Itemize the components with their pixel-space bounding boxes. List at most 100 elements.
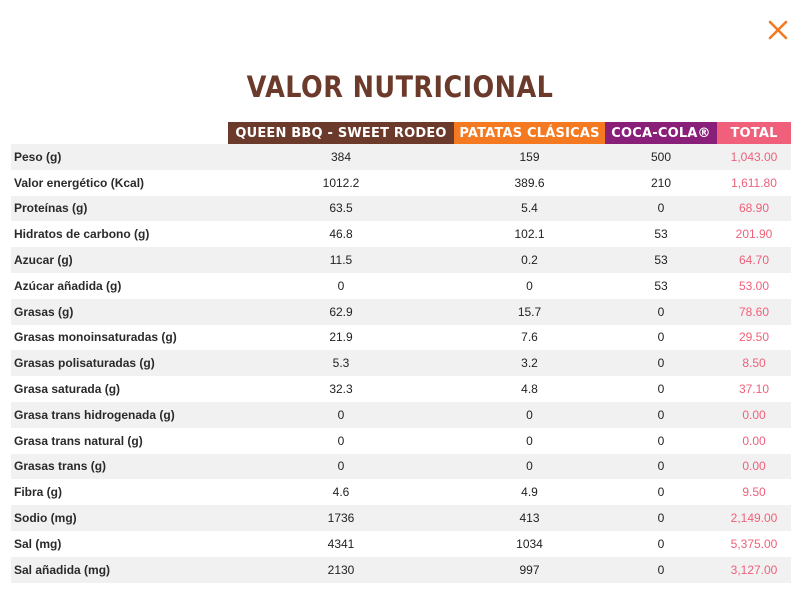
nutrition-table: QUEEN BBQ - SWEET RODEO PATATAS CLÁSICAS… <box>11 122 791 583</box>
cell-fries: 0 <box>454 427 605 454</box>
cell-burger: 11.5 <box>228 247 454 273</box>
table-row: Grasas trans (g) 0 0 0 0.00 <box>11 453 791 480</box>
row-label: Grasas (g) <box>11 298 228 325</box>
cell-burger: 4341 <box>228 530 454 557</box>
table-row: Fibra (g) 4.6 4.9 0 9.50 <box>11 479 791 506</box>
close-button[interactable] <box>766 18 790 42</box>
cell-fries: 159 <box>454 144 605 170</box>
table-row: Grasa saturada (g) 32.3 4.8 0 37.10 <box>11 376 791 402</box>
cell-cola: 0 <box>605 453 717 480</box>
cell-cola: 0 <box>605 556 717 583</box>
cell-fries: 413 <box>454 505 605 531</box>
cell-burger: 0 <box>228 427 454 454</box>
table-row: Hidratos de carbono (g) 46.8 102.1 53 201.90 <box>11 221 791 248</box>
cell-total: 53.00 <box>717 272 791 299</box>
cell-burger: 46.8 <box>228 221 454 248</box>
cell-cola: 53 <box>605 221 717 248</box>
cell-total: 29.50 <box>717 324 791 351</box>
cell-burger: 4.6 <box>228 479 454 506</box>
table-row: Grasa trans natural (g) 0 0 0 0.00 <box>11 427 791 454</box>
row-label: Sal (mg) <box>11 530 228 557</box>
cell-cola: 53 <box>605 272 717 299</box>
table-row: Peso (g) 384 159 500 1,043.00 <box>11 144 791 170</box>
cell-cola: 53 <box>605 247 717 273</box>
table-row: Azúcar añadida (g) 0 0 53 53.00 <box>11 272 791 299</box>
cell-total: 0.00 <box>717 453 791 480</box>
cell-burger: 62.9 <box>228 298 454 325</box>
header-cola: COCA-COLA® <box>605 122 717 144</box>
row-label: Sodio (mg) <box>11 505 228 531</box>
row-label: Proteínas (g) <box>11 195 228 222</box>
cell-total: 64.70 <box>717 247 791 273</box>
row-label: Fibra (g) <box>11 479 228 506</box>
cell-fries: 1034 <box>454 530 605 557</box>
table-row: Valor energético (Kcal) 1012.2 389.6 210 1,6… <box>11 169 791 196</box>
row-label: Peso (g) <box>11 144 228 170</box>
cell-total: 68.90 <box>717 195 791 222</box>
row-label: Grasa saturada (g) <box>11 376 228 402</box>
cell-cola: 0 <box>605 401 717 428</box>
cell-total: 201.90 <box>717 221 791 248</box>
cell-fries: 7.6 <box>454 324 605 351</box>
cell-cola: 500 <box>605 144 717 170</box>
cell-fries: 4.9 <box>454 479 605 506</box>
cell-total: 0.00 <box>717 401 791 428</box>
cell-cola: 0 <box>605 479 717 506</box>
cell-total: 8.50 <box>717 350 791 377</box>
cell-fries: 0 <box>454 272 605 299</box>
cell-total: 3,127.00 <box>717 556 791 583</box>
cell-fries: 997 <box>454 556 605 583</box>
close-icon <box>768 20 788 40</box>
cell-burger: 2130 <box>228 556 454 583</box>
cell-total: 1,043.00 <box>717 144 791 170</box>
cell-cola: 0 <box>605 298 717 325</box>
table-header-row: QUEEN BBQ - SWEET RODEO PATATAS CLÁSICAS… <box>11 122 791 144</box>
table-row: Proteínas (g) 63.5 5.4 0 68.90 <box>11 195 791 222</box>
table-row: Grasas monoinsaturadas (g) 21.9 7.6 0 29.50 <box>11 324 791 351</box>
table-row: Grasas (g) 62.9 15.7 0 78.60 <box>11 298 791 325</box>
cell-total: 2,149.00 <box>717 505 791 531</box>
cell-burger: 5.3 <box>228 350 454 377</box>
table-row: Sodio (mg) 1736 413 0 2,149.00 <box>11 505 791 531</box>
cell-burger: 0 <box>228 401 454 428</box>
cell-fries: 4.8 <box>454 376 605 402</box>
cell-burger: 0 <box>228 453 454 480</box>
row-label: Grasas polisaturadas (g) <box>11 350 228 377</box>
cell-fries: 3.2 <box>454 350 605 377</box>
cell-cola: 210 <box>605 169 717 196</box>
page-title: VALOR NUTRICIONAL <box>246 70 554 104</box>
cell-burger: 0 <box>228 272 454 299</box>
cell-cola: 0 <box>605 376 717 402</box>
cell-fries: 5.4 <box>454 195 605 222</box>
cell-fries: 389.6 <box>454 169 605 196</box>
cell-total: 78.60 <box>717 298 791 325</box>
cell-total: 1,611.80 <box>717 169 791 196</box>
cell-cola: 0 <box>605 195 717 222</box>
cell-burger: 384 <box>228 144 454 170</box>
cell-total: 5,375.00 <box>717 530 791 557</box>
row-label: Valor energético (Kcal) <box>11 169 228 196</box>
cell-fries: 0 <box>454 401 605 428</box>
row-label: Grasas trans (g) <box>11 453 228 480</box>
cell-total: 37.10 <box>717 376 791 402</box>
cell-cola: 0 <box>605 505 717 531</box>
cell-burger: 63.5 <box>228 195 454 222</box>
row-label: Grasas monoinsaturadas (g) <box>11 324 228 351</box>
cell-burger: 1012.2 <box>228 169 454 196</box>
row-label: Sal añadida (mg) <box>11 556 228 583</box>
cell-burger: 1736 <box>228 505 454 531</box>
table-row: Grasa trans hidrogenada (g) 0 0 0 0.00 <box>11 401 791 428</box>
cell-fries: 102.1 <box>454 221 605 248</box>
cell-burger: 21.9 <box>228 324 454 351</box>
cell-total: 0.00 <box>717 427 791 454</box>
cell-fries: 0 <box>454 453 605 480</box>
table-row: Grasas polisaturadas (g) 5.3 3.2 0 8.50 <box>11 350 791 377</box>
cell-cola: 0 <box>605 350 717 377</box>
row-label: Grasa trans natural (g) <box>11 427 228 454</box>
row-label: Grasa trans hidrogenada (g) <box>11 401 228 428</box>
header-burger: QUEEN BBQ - SWEET RODEO <box>228 122 454 144</box>
row-label: Azúcar añadida (g) <box>11 272 228 299</box>
table-row: Azucar (g) 11.5 0.2 53 64.70 <box>11 247 791 273</box>
header-fries: PATATAS CLÁSICAS <box>454 122 605 144</box>
cell-fries: 15.7 <box>454 298 605 325</box>
